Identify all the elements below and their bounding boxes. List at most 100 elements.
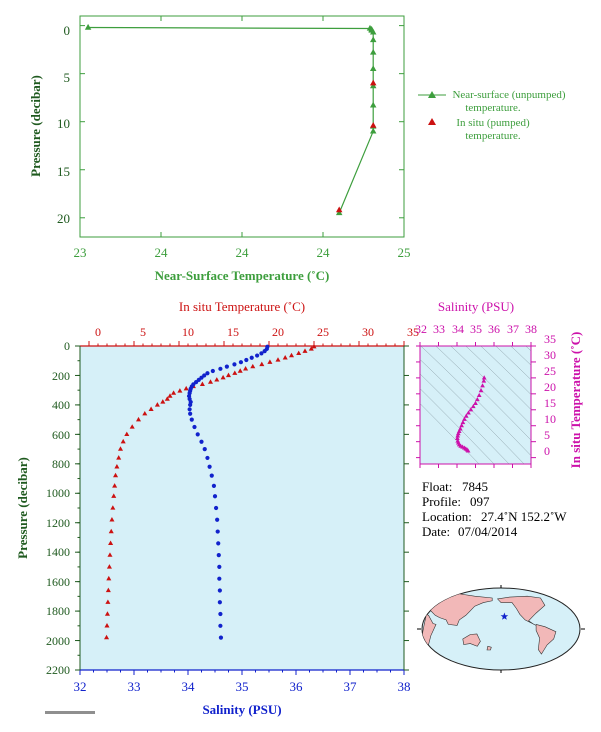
temperature-point <box>243 366 249 371</box>
profile-chart: In situ Temperature (˚C) 0 5 10 15 20 25… <box>15 299 419 717</box>
temperature-point <box>112 483 118 488</box>
ts-points <box>455 375 487 453</box>
temperature-point <box>148 406 154 412</box>
profile-y-axis-label: Pressure (decibar) <box>15 457 30 559</box>
salinity-point <box>217 576 222 581</box>
temperature-point <box>308 346 314 351</box>
unpumped-temperature-point <box>369 127 377 134</box>
density-contour-line <box>420 373 510 464</box>
profile-plot-area <box>80 346 404 670</box>
temperature-point <box>108 540 114 546</box>
location-value: 27.4˚N 152.2˚W <box>481 509 567 524</box>
density-contour-line <box>435 346 531 441</box>
density-contour-line <box>420 359 525 464</box>
salinity-point <box>217 588 222 593</box>
density-contour-line <box>495 346 531 381</box>
temperature-point <box>237 368 243 373</box>
pressure-tick-label: 400 <box>52 398 70 412</box>
temperature-point <box>105 587 111 593</box>
ts-sal-tick-label: 35 <box>470 322 482 336</box>
pumped-temperature-point <box>369 79 377 86</box>
salinity-point <box>202 446 207 452</box>
temperature-point <box>288 352 295 358</box>
ts-salinity-tick-labels: 32 33 34 35 36 37 38 <box>415 322 537 336</box>
temperature-point <box>232 370 238 375</box>
pressure-tick-labels: 0 200 400 600 800 1000 1200 1400 1600 18… <box>46 339 70 677</box>
footer-stamp <box>45 711 95 714</box>
unpumped-temperature-point <box>369 48 377 55</box>
ts-point <box>455 431 461 436</box>
salinity-point <box>215 529 220 534</box>
map-africa <box>422 613 437 645</box>
temperature-point <box>104 611 110 616</box>
sal-tick-label: 32 <box>74 679 87 694</box>
ts-ticks <box>416 342 536 468</box>
world-map <box>417 585 585 673</box>
ts-temp-tick-label: 35 <box>544 332 556 346</box>
salinity-point <box>218 611 223 617</box>
temperature-point <box>109 516 115 522</box>
temperature-series <box>104 343 317 640</box>
ts-temp-tick-label: 10 <box>544 412 556 426</box>
salinity-point <box>262 349 267 354</box>
salinity-point <box>259 351 264 356</box>
temperature-point <box>106 575 112 581</box>
sal-tick-label: 38 <box>398 679 411 694</box>
temperature-point <box>259 361 265 367</box>
float-info: Float: 7845 Profile: 097 Location: 27.4˚… <box>422 479 567 539</box>
unpumped-temperature-point <box>369 28 377 35</box>
ts-point <box>468 407 474 412</box>
top-chart: 23 24 24 24 25 0 5 10 15 20 Near-Surface… <box>28 15 566 283</box>
temperature-point <box>111 493 117 498</box>
pumped-temperature-point <box>369 121 377 128</box>
pressure-tick-label: 800 <box>52 457 70 471</box>
temperature-point <box>171 390 177 395</box>
density-contour-line <box>420 403 480 464</box>
temperature-point <box>225 372 232 378</box>
salinity-point <box>244 357 249 363</box>
salinity-point <box>188 402 193 408</box>
temperature-point <box>110 505 116 510</box>
ts-point <box>476 392 482 397</box>
ts-point <box>478 388 484 393</box>
top-y-tick-labels: 0 5 10 15 20 <box>57 23 70 226</box>
top-y-tick-label: 20 <box>57 211 70 226</box>
ts-point <box>460 419 466 425</box>
salinity-point <box>218 366 223 371</box>
ts-top-title: Salinity (PSU) <box>438 299 514 314</box>
ts-point <box>473 400 478 405</box>
top-x-tick-label: 24 <box>155 245 169 260</box>
salinity-point <box>218 623 223 628</box>
salinity-point <box>189 417 194 422</box>
salinity-point <box>216 553 221 558</box>
temperature-point <box>154 402 160 407</box>
temperature-point <box>104 634 110 640</box>
temp-tick-label: 35 <box>407 325 419 339</box>
temperature-point <box>199 381 205 386</box>
salinity-point <box>215 517 220 522</box>
temperature-point <box>282 354 288 360</box>
top-x-tick-label: 25 <box>398 245 411 260</box>
ts-temp-tick-label: 30 <box>544 348 556 362</box>
float-label: Float: <box>422 479 452 494</box>
temperature-point <box>124 431 130 437</box>
ts-point <box>466 410 471 415</box>
top-y-tick-label: 10 <box>57 116 70 131</box>
ts-point <box>481 378 487 383</box>
profile-top-title: In situ Temperature (˚C) <box>179 299 305 314</box>
top-plot-frame <box>79 15 405 238</box>
salinity-point <box>249 355 254 360</box>
ts-sal-tick-label: 38 <box>525 322 537 336</box>
pressure-tick-label: 200 <box>52 369 70 383</box>
top-legend: Near-surface (unpumped) temperature. In … <box>418 89 566 142</box>
top-x-tick-label: 23 <box>74 245 87 260</box>
sal-tick-label: 34 <box>182 679 196 694</box>
pressure-tick-label: 1800 <box>46 604 70 618</box>
temp-tick-label: 0 <box>95 325 101 339</box>
pressure-tick-label: 0 <box>64 339 70 353</box>
ts-point <box>455 433 461 438</box>
top-x-tick-label: 24 <box>317 245 331 260</box>
unpumped-temperature-point <box>369 101 377 108</box>
salinity-point <box>216 541 221 546</box>
temperature-point <box>105 599 111 604</box>
